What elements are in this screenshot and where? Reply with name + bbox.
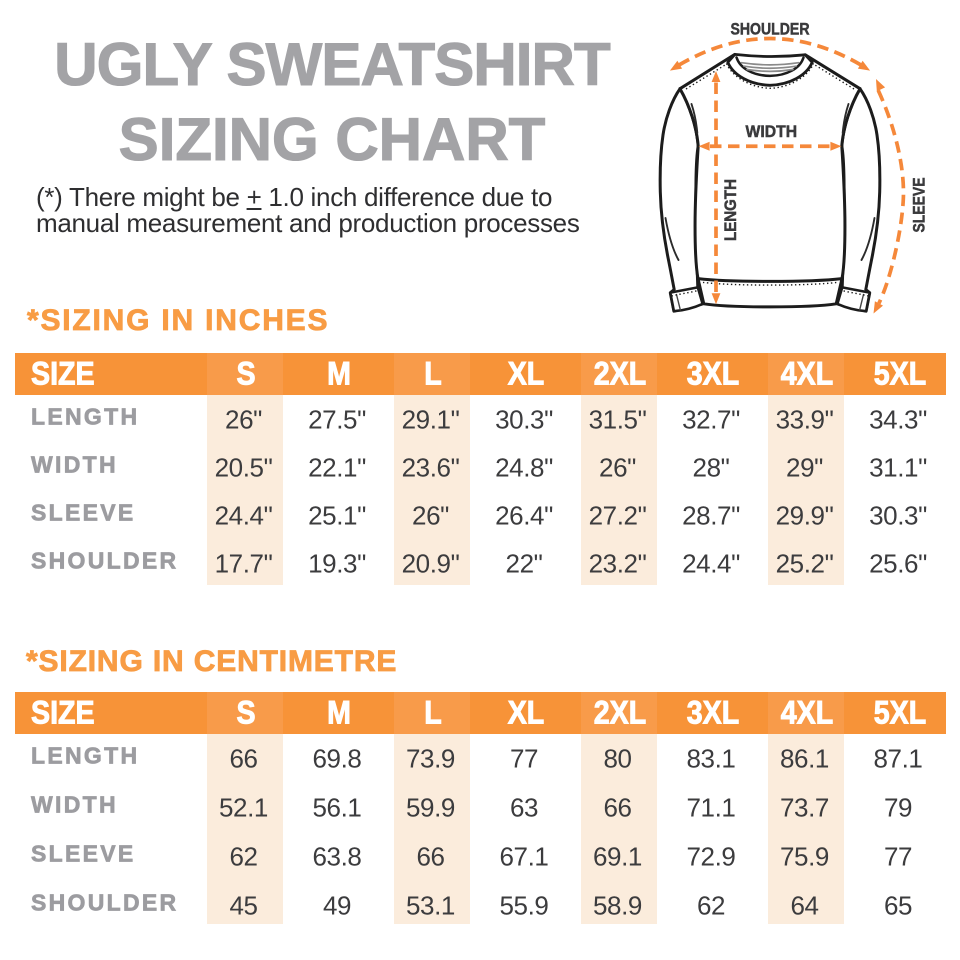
svg-text:LENGTH: LENGTH — [722, 179, 740, 241]
svg-text:SHOULDER: SHOULDER — [731, 20, 810, 38]
svg-text:WIDTH: WIDTH — [746, 123, 798, 141]
svg-text:SLEEVE: SLEEVE — [911, 177, 929, 232]
